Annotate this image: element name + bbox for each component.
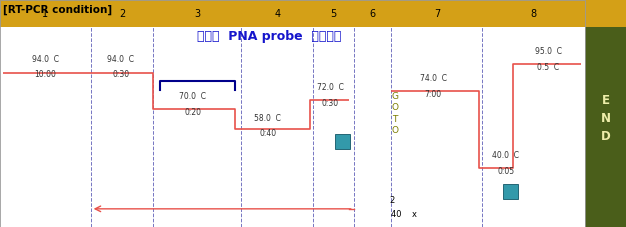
FancyBboxPatch shape: [503, 184, 518, 199]
Text: 70.0  C: 70.0 C: [179, 92, 207, 101]
Text: 0:05: 0:05: [497, 167, 515, 176]
Text: 58.0  C: 58.0 C: [255, 114, 281, 123]
FancyBboxPatch shape: [335, 134, 350, 149]
Text: 최적의  PNA probe  결합온도: 최적의 PNA probe 결합온도: [197, 30, 342, 43]
Text: [RT-PCR condition]: [RT-PCR condition]: [3, 5, 112, 15]
Text: 40.0  C: 40.0 C: [492, 151, 520, 160]
Text: 0:40: 0:40: [259, 129, 277, 138]
Text: 7: 7: [434, 9, 440, 19]
Text: 0:20: 0:20: [184, 108, 202, 117]
Text: 2: 2: [119, 9, 125, 19]
Text: 6: 6: [369, 9, 376, 19]
Text: 72.0  C: 72.0 C: [317, 83, 344, 92]
Text: 2: 2: [390, 196, 395, 205]
Text: 0:30: 0:30: [322, 99, 339, 108]
Text: 8: 8: [530, 9, 536, 19]
Bar: [585, 0, 626, 27]
Text: 4: 4: [274, 9, 280, 19]
Text: 0.5  C: 0.5 C: [537, 62, 560, 72]
Text: 10:00: 10:00: [34, 70, 56, 79]
Text: 74.0  C: 74.0 C: [419, 74, 447, 83]
Text: 40    x: 40 x: [391, 210, 418, 219]
Bar: [585, 0, 626, 227]
Text: 94.0  C: 94.0 C: [107, 54, 135, 64]
Text: 3: 3: [194, 9, 200, 19]
Text: G
O
T
O: G O T O: [391, 92, 399, 135]
Text: E
N
D: E N D: [601, 94, 610, 143]
Text: 7:00: 7:00: [424, 90, 442, 99]
Text: 95.0  C: 95.0 C: [535, 47, 562, 56]
Bar: [0, 0, 585, 27]
Text: 0:30: 0:30: [112, 70, 130, 79]
Text: 5: 5: [331, 9, 337, 19]
Text: 94.0  C: 94.0 C: [31, 54, 59, 64]
Text: 1: 1: [42, 9, 48, 19]
